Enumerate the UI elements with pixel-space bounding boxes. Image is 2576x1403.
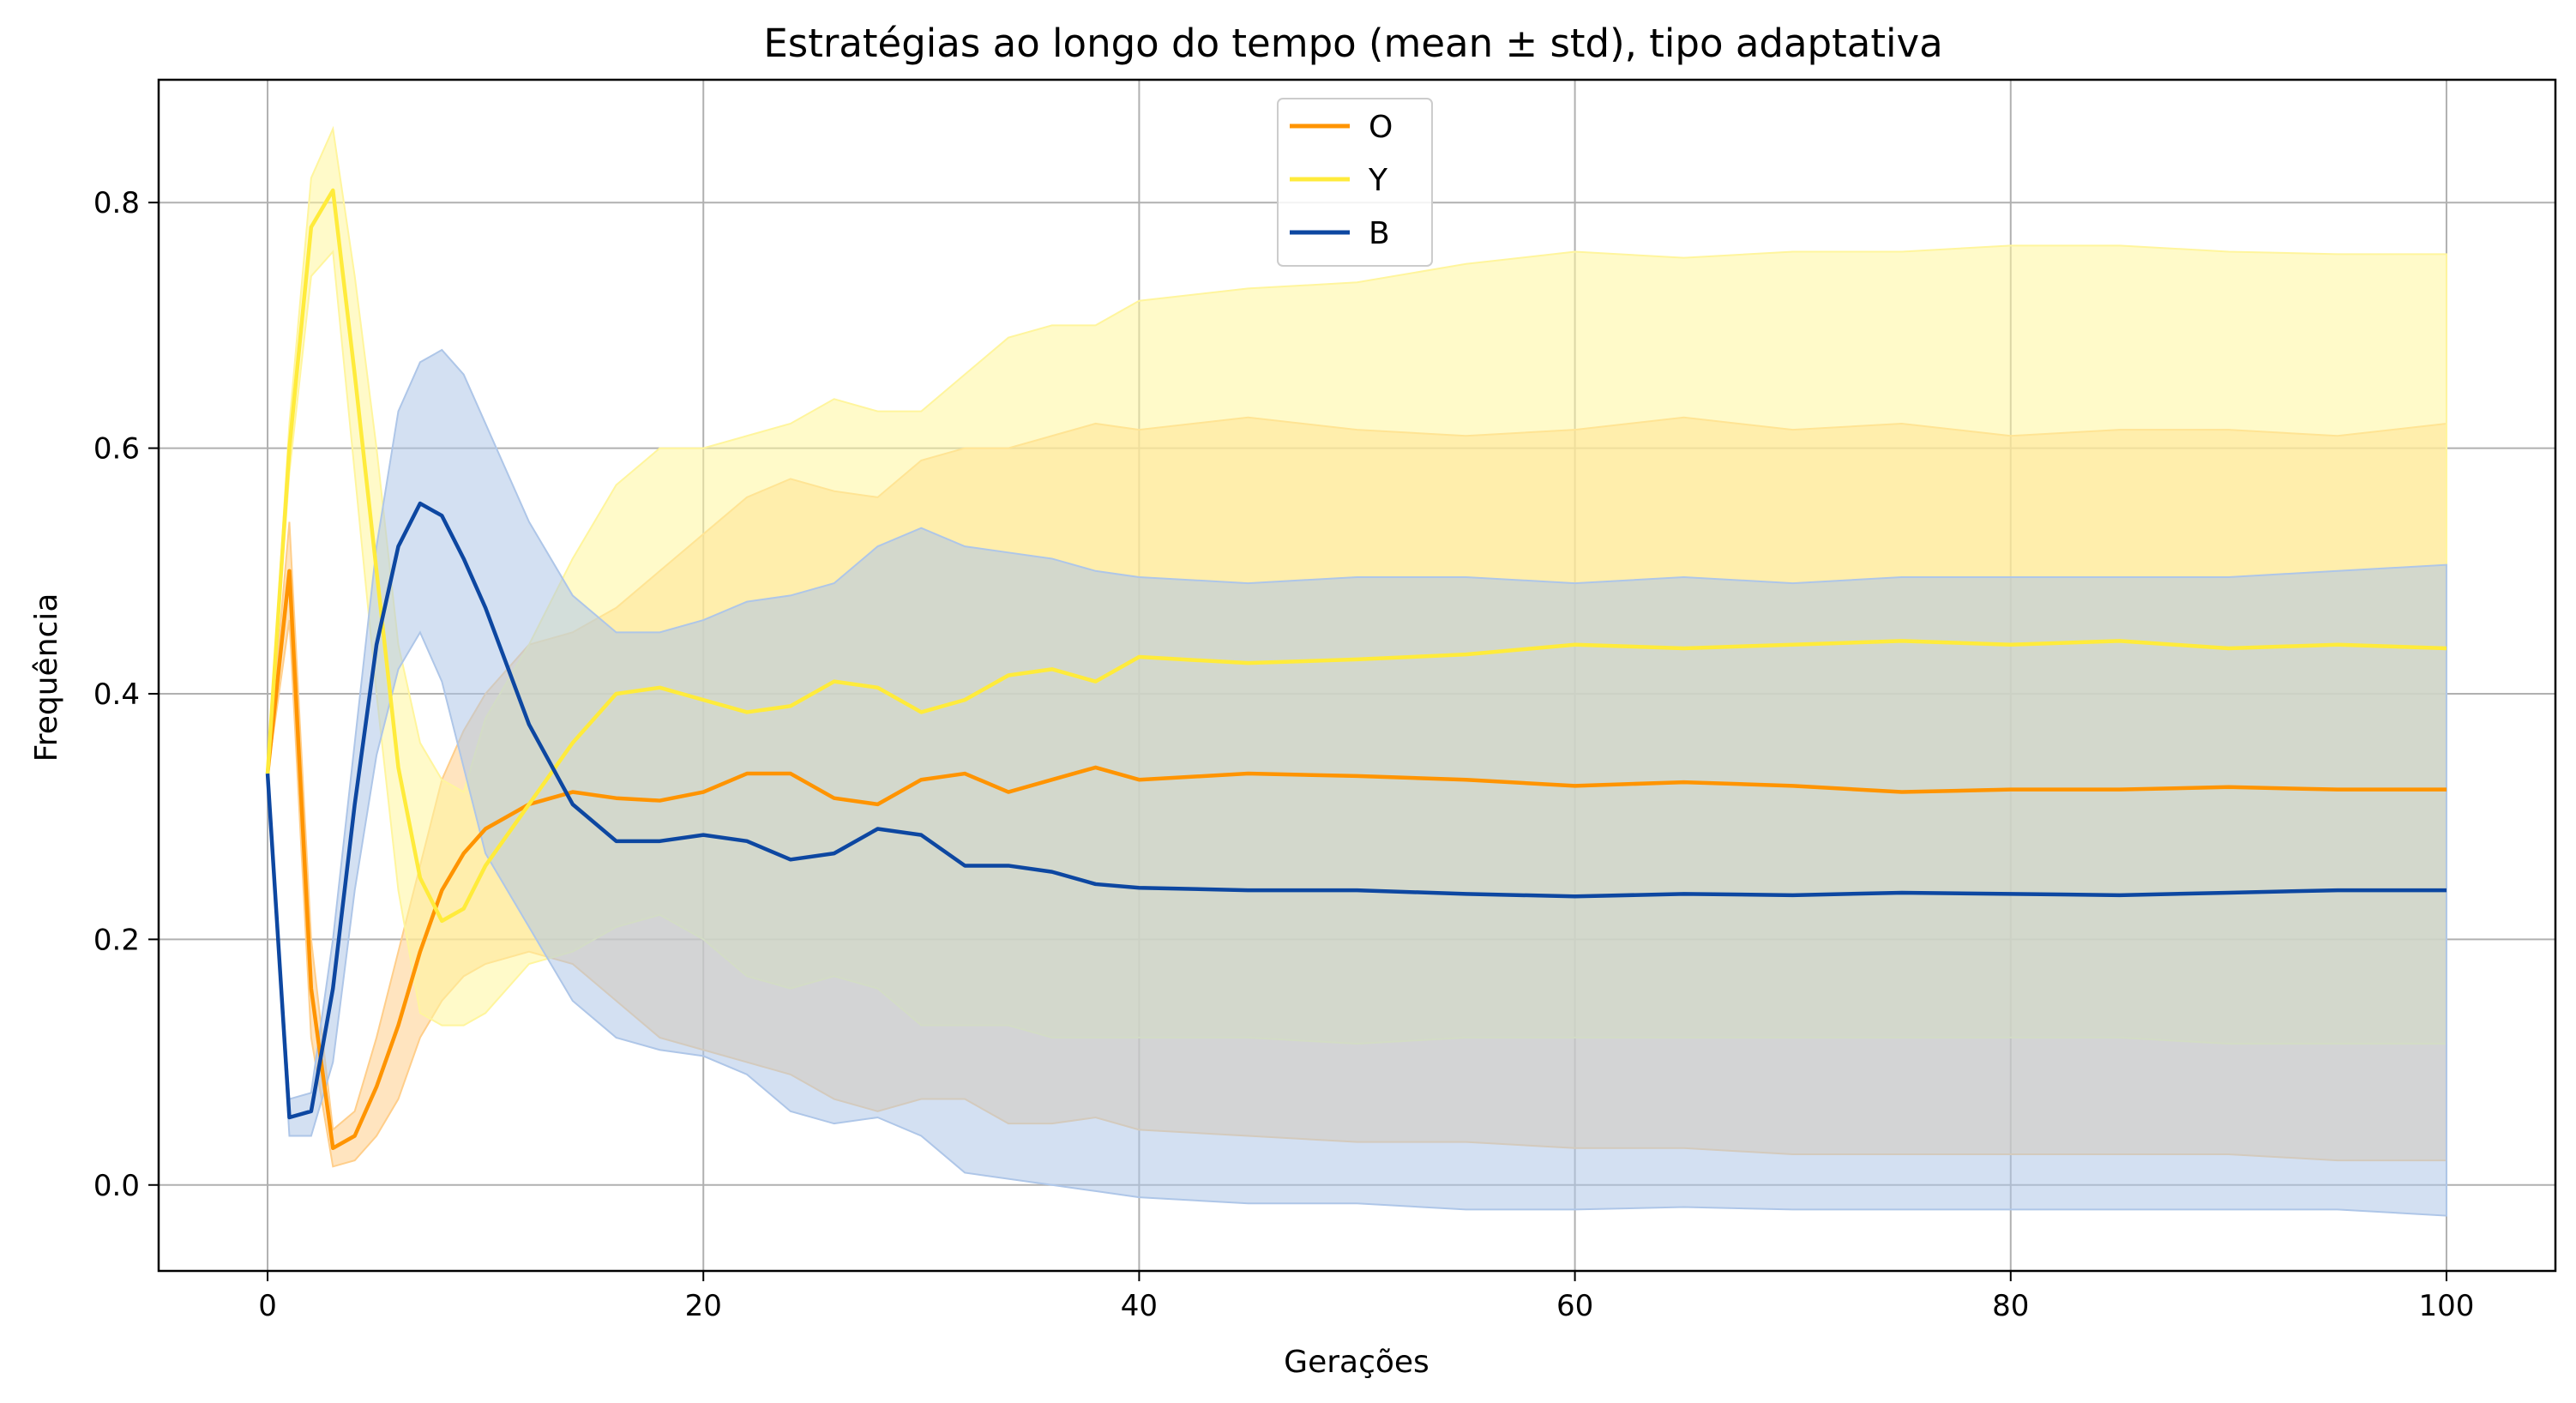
legend-label-Y: Y — [1368, 163, 1388, 198]
y-tick-label-1: 0.2 — [93, 923, 140, 957]
y-tick-label-0: 0.0 — [93, 1169, 140, 1203]
y-tick-label-4: 0.8 — [93, 186, 140, 220]
lines — [265, 188, 2447, 1151]
bands — [267, 125, 2447, 1217]
legend-box — [1277, 98, 1433, 267]
x-axis-label: Gerações — [1284, 1345, 1429, 1380]
x-tick-label-0: 0 — [258, 1289, 277, 1323]
x-tick-label-5: 100 — [2419, 1289, 2475, 1323]
x-tick-label-2: 40 — [1121, 1289, 1158, 1323]
y-tick-label-3: 0.6 — [93, 432, 140, 467]
x-tick-label-4: 80 — [1992, 1289, 2029, 1323]
legend-label-B: B — [1369, 216, 1390, 251]
x-tick-label-1: 20 — [685, 1289, 722, 1323]
legend: OYB — [1277, 98, 1433, 267]
line-B — [265, 501, 2447, 1120]
legend-label-O: O — [1369, 110, 1393, 145]
line-Y — [265, 188, 2447, 924]
chart-title: Estratégias ao longo do tempo (mean ± st… — [763, 21, 1942, 66]
plot-frame — [157, 78, 2557, 1273]
ticks: 0 20 40 60 80 100 0.0 0.2 0.4 0.6 0.8 — [93, 186, 2474, 1323]
line-O — [265, 569, 2447, 1151]
x-tick-label-3: 60 — [1556, 1289, 1593, 1323]
y-tick-label-2: 0.4 — [93, 677, 140, 712]
y-axis-label: Frequência — [29, 593, 64, 762]
